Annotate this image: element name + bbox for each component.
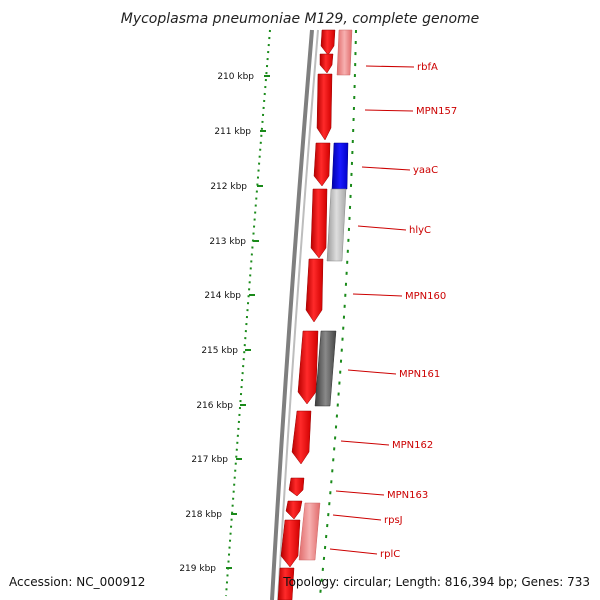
gene-label-MPN160: MPN160 [405, 291, 446, 302]
gene-label-yaaC: yaaC [413, 165, 438, 176]
feature-block-pink [298, 502, 321, 561]
leader-line [335, 490, 385, 496]
gene-label-MPN162: MPN162 [392, 440, 433, 451]
gene-arrow [320, 29, 336, 56]
forward-strand-genes [277, 29, 336, 600]
scale-label: 212 kbp [210, 182, 247, 192]
scale-label: 210 kbp [217, 72, 254, 82]
gene-label-leaders [329, 65, 415, 555]
gene-label-rpsJ: rpsJ [384, 515, 403, 526]
gene-label-MPN163: MPN163 [387, 490, 428, 501]
leader-line [365, 65, 415, 68]
scale-label: 211 kbp [214, 127, 251, 137]
feature-block-gray-dark [314, 330, 337, 407]
gene-label-rplC: rplC [380, 549, 400, 560]
topology-text: Topology: circular; Length: 816,394 bp; … [282, 575, 590, 589]
scale-track-dotted [225, 29, 271, 597]
feature-block-blue [331, 142, 349, 190]
scale-label: 216 kbp [196, 401, 233, 411]
gene-arrow [280, 519, 301, 568]
leader-line [347, 369, 397, 375]
secondary-features [298, 29, 353, 561]
genome-backbone-inner [277, 29, 319, 600]
leader-line [361, 166, 411, 171]
gene-arrow [305, 258, 324, 323]
gene-label-MPN161: MPN161 [399, 369, 440, 380]
gene-arrow [288, 477, 305, 497]
feature-block-gray-light [326, 188, 347, 262]
gene-label-hlyC: hlyC [409, 225, 431, 236]
gene-arrow [277, 567, 295, 600]
scale-labels: 210 kbp 211 kbp 212 kbp 213 kbp 214 kbp … [179, 72, 254, 574]
gene-arrow [310, 188, 328, 259]
accession-text: Accession: NC_000912 [9, 575, 145, 589]
leader-line [340, 440, 390, 446]
scale-label: 214 kbp [204, 291, 241, 301]
scale-tick-marks [226, 75, 270, 569]
feature-track-dotted [319, 29, 357, 597]
gene-labels: rbfA MPN157 yaaC hlyC MPN160 MPN161 MPN1… [380, 62, 457, 560]
gene-arrow [285, 500, 303, 520]
leader-line [352, 293, 403, 297]
genome-backbone-outer [270, 29, 314, 600]
leader-line [332, 514, 382, 521]
gene-label-MPN157: MPN157 [416, 106, 457, 117]
scale-label: 217 kbp [191, 455, 228, 465]
gene-label-rbfA: rbfA [417, 62, 438, 73]
gene-arrow [291, 410, 312, 465]
gene-arrow [297, 330, 319, 405]
scale-label: 218 kbp [185, 510, 222, 520]
leader-line [357, 225, 407, 231]
feature-block-pink [336, 29, 353, 76]
leader-line [329, 548, 378, 555]
gene-arrow [316, 73, 333, 141]
leader-line [364, 109, 414, 112]
map-title: Mycoplasma pneumoniae M129, complete gen… [121, 11, 480, 27]
scale-label: 213 kbp [209, 237, 246, 247]
gene-arrow [319, 53, 334, 74]
scale-label: 219 kbp [179, 564, 216, 574]
gene-arrow [313, 142, 331, 187]
scale-label: 215 kbp [201, 346, 238, 356]
